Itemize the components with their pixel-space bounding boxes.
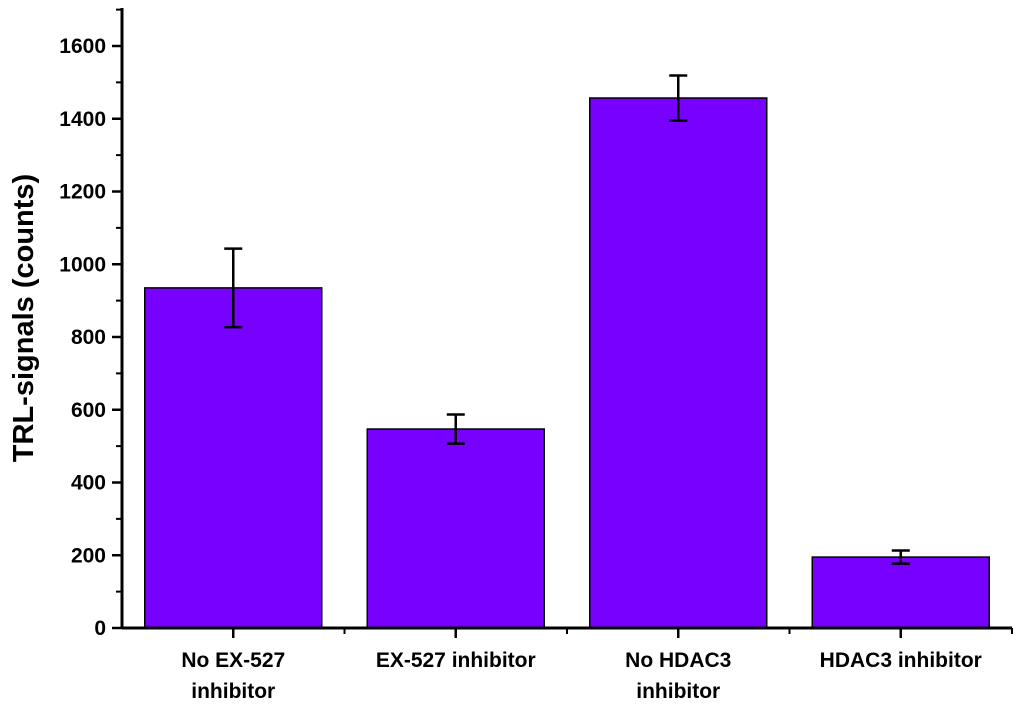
y-tick-label-800: 800 [71,326,106,349]
y-axis-title: TRL-signals (counts) [8,174,40,462]
bar-1 [366,428,545,629]
y-tick-label-1000: 1000 [59,253,106,276]
y-tick-label-400: 400 [71,472,106,495]
error-bar-3 [891,549,910,565]
category-label-line: No EX-527 [181,649,285,672]
category-label-line: HDAC3 inhibitor [820,649,982,672]
axes-layer [112,8,1013,638]
category-label-line: No HDAC3 [625,649,731,672]
labels-layer: No EX-527 inhibitor EX-527 inhibitor No HDA… [59,35,982,703]
category-label-line: EX-527 inhibitor [376,649,536,672]
bar-2 [589,97,768,629]
error-bar-2 [669,74,688,122]
error-bars-layer [224,74,910,565]
y-tick-label-1400: 1400 [59,108,106,131]
category-label-line: inhibitor [636,680,720,703]
error-bar-0 [224,247,243,329]
y-tick-label-1200: 1200 [59,181,106,204]
category-label-0: No EX-527 inhibitor [181,649,285,703]
category-label-line: inhibitor [191,680,275,703]
bar-0 [144,287,323,629]
category-label-2: No HDAC3 inhibitor [625,649,731,703]
y-tick-label-0: 0 [94,617,106,640]
y-tick-label-200: 200 [71,544,106,567]
y-tick-label-600: 600 [71,399,106,422]
bars-layer [144,97,990,629]
category-label-3: HDAC3 inhibitor [820,649,982,672]
error-bar-1 [446,413,465,445]
category-label-1: EX-527 inhibitor [376,649,536,672]
bar-3 [811,556,990,629]
y-tick-label-1600: 1600 [59,35,106,58]
